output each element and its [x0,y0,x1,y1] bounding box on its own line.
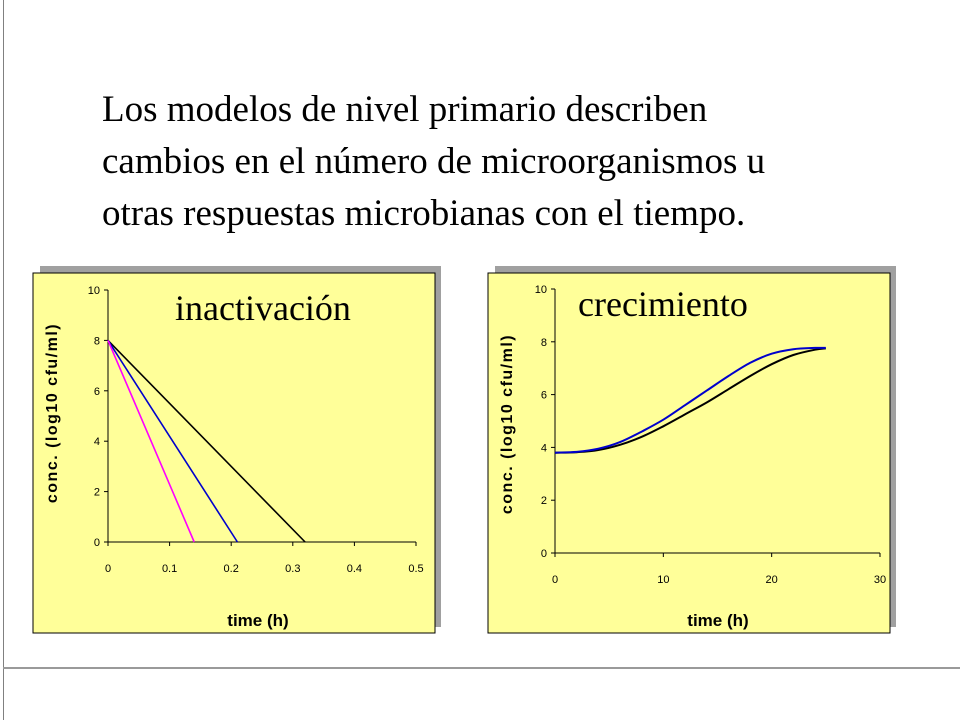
y-tick-label-crecimiento-2: 4 [541,442,547,454]
x-tick-label-crecimiento-0: 0 [552,574,558,586]
series-line-inactivacion-0 [107,339,306,543]
x-tick-label-inactivacion-3: 0.3 [285,563,300,575]
x-tick-label-crecimiento-3: 30 [874,574,886,586]
y-tick-label-crecimiento-3: 6 [541,390,547,402]
x-tick-label-inactivacion-1: 0.1 [162,563,177,575]
intro-line-1: Los modelos de nivel primario describen [102,89,708,130]
chart-crecimiento-plot: 0 2 4 6 8 10 0 10 20 30 [535,284,886,586]
intro-paragraph: Los modelos de nivel primario describen … [102,84,922,240]
series-line-crecimiento-0 [554,347,826,454]
chart-inactivacion-plot: 0 2 4 6 8 10 0 0.1 0.2 0.3 0.4 0.5 [88,285,424,575]
y-tick-label-inactivacion-2: 4 [94,436,100,448]
x-tick-label-inactivacion-2: 0.2 [224,563,239,575]
y-tick-label-inactivacion-3: 6 [94,386,100,398]
x-tick-label-inactivacion-0: 0 [105,563,111,575]
y-tick-label-inactivacion-4: 8 [94,335,100,347]
chart-inactivacion-ylabel: conc. (log10 cfu/ml) [44,323,61,503]
chart-crecimiento-frame [487,272,891,634]
x-tick-label-crecimiento-2: 20 [766,574,778,586]
chart-inactivacion-frame [32,272,436,634]
y-tick-label-inactivacion-0: 0 [94,537,100,549]
y-tick-label-crecimiento-5: 10 [535,284,547,296]
y-tick-label-crecimiento-4: 8 [541,337,547,349]
x-tick-label-inactivacion-4: 0.4 [347,563,362,575]
chart-crecimiento-xlabel: time (h) [687,611,748,630]
y-tick-label-inactivacion-1: 2 [94,487,100,499]
series-line-crecimiento-1 [554,346,826,454]
chart-crecimiento-title: crecimiento [578,284,748,324]
x-tick-label-inactivacion-5: 0.5 [408,563,423,575]
intro-line-2: cambios en el número de microorganismos … [102,141,766,182]
slide-frame-left [3,0,4,720]
y-tick-label-crecimiento-1: 2 [541,495,547,507]
intro-line-3: otras respuestas microbianas con el tiem… [102,193,746,234]
chart-inactivacion-xlabel: time (h) [227,611,288,630]
slide-divider [3,667,960,669]
series-line-inactivacion-2 [107,340,195,543]
series-line-inactivacion-1 [107,339,239,543]
y-tick-label-crecimiento-0: 0 [541,548,547,560]
chart-inactivacion-title: inactivación [175,288,351,328]
chart-inactivacion: inactivación conc. (log10 cfu/ml) time (… [32,266,441,634]
chart-crecimiento: crecimiento conc. (log10 cfu/ml) time (h… [487,266,896,634]
chart-crecimiento-ylabel: conc. (log10 cfu/ml) [499,334,516,514]
y-tick-label-inactivacion-5: 10 [88,285,100,297]
x-tick-label-crecimiento-1: 10 [657,574,669,586]
